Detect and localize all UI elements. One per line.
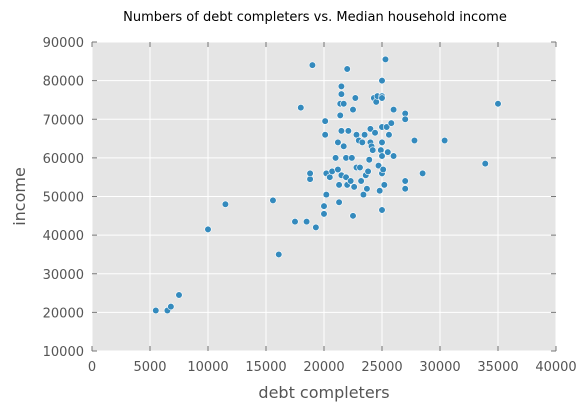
scatter-point — [361, 131, 369, 139]
scatter-point — [320, 210, 328, 218]
scatter-point — [401, 177, 409, 185]
scatter-point — [380, 181, 388, 189]
scatter-point — [365, 156, 373, 164]
scatter-point — [348, 154, 356, 162]
x-tick-label: 25000 — [361, 360, 402, 375]
scatter-point — [152, 306, 160, 315]
scatter-point — [297, 104, 305, 112]
scatter-point — [401, 115, 409, 123]
scatter-point — [337, 90, 346, 98]
y-tick-label: 50000 — [43, 191, 84, 206]
scatter-point — [303, 218, 311, 226]
scatter-point — [332, 154, 340, 162]
scatter-point — [371, 129, 379, 137]
scatter-point — [336, 111, 344, 119]
y-tick-label: 40000 — [43, 229, 84, 244]
y-tick-label: 20000 — [43, 306, 84, 321]
scatter-point — [320, 202, 328, 210]
x-tick-label: 5000 — [133, 360, 166, 375]
x-tick-label: 15000 — [245, 360, 286, 375]
scatter-point — [494, 100, 502, 108]
scatter-point — [378, 94, 386, 102]
scatter-point — [340, 100, 348, 108]
scatter-point — [419, 169, 427, 177]
scatter-point — [343, 65, 351, 73]
scatter-point — [351, 94, 359, 102]
scatter-point — [364, 167, 372, 175]
scatter-point — [335, 181, 343, 189]
scatter-point — [321, 117, 329, 125]
scatter-point — [334, 165, 342, 174]
scatter-point — [387, 119, 395, 127]
scatter-point — [390, 105, 398, 114]
scatter-point — [347, 177, 355, 185]
y-tick-label: 80000 — [43, 75, 84, 90]
scatter-point — [366, 125, 375, 133]
y-tick-label: 60000 — [43, 152, 84, 167]
scatter-point — [379, 165, 387, 174]
scatter-point — [322, 190, 330, 199]
scatter-point — [291, 218, 299, 226]
scatter-point — [357, 177, 365, 185]
scatter-point — [349, 212, 357, 220]
x-tick-label: 10000 — [187, 360, 228, 375]
scatter-point — [221, 200, 229, 208]
chart-title: Numbers of debt completers vs. Median ho… — [123, 10, 507, 25]
scatter-point — [358, 138, 366, 147]
scatter-point — [378, 152, 386, 160]
scatter-point — [337, 82, 346, 91]
x-tick-label: 30000 — [419, 360, 460, 375]
scatter-point — [204, 225, 212, 233]
scatter-point — [312, 223, 320, 231]
scatter-point — [385, 131, 393, 139]
scatter-point — [383, 123, 391, 131]
x-axis-title: debt completers — [258, 383, 389, 402]
x-tick-label: 35000 — [477, 360, 518, 375]
scatter-point — [363, 185, 371, 193]
scatter-point — [390, 152, 398, 160]
scatter-point — [175, 291, 183, 299]
scatter-point — [269, 196, 277, 204]
scatter-point — [350, 183, 358, 191]
scatter-point — [378, 77, 386, 85]
scatter-point — [384, 148, 392, 156]
y-tick-label: 30000 — [43, 268, 84, 283]
scatter-point — [377, 146, 385, 154]
scatter-point — [349, 105, 357, 114]
y-tick-label: 10000 — [43, 345, 84, 360]
axis-ticks: 0 5000 10000 15000 20000 25000 30000 35000 40000… — [43, 36, 577, 375]
scatter-point — [378, 138, 386, 147]
x-tick-label: 20000 — [303, 360, 344, 375]
y-axis-title: income — [10, 167, 29, 226]
x-tick-label: 40000 — [535, 360, 576, 375]
scatter-point — [374, 162, 383, 170]
scatter-point — [369, 146, 377, 154]
scatter-point — [410, 136, 419, 145]
scatter-point — [321, 131, 329, 139]
scatter-point — [340, 142, 348, 150]
scatter-point — [308, 61, 317, 69]
scatter-point — [401, 185, 409, 193]
scatter-point — [167, 302, 175, 311]
scatter-point — [275, 250, 283, 259]
scatter-point — [334, 138, 342, 147]
x-tick-label: 0 — [88, 360, 96, 375]
scatter-point — [356, 163, 364, 172]
scatter-point — [344, 127, 352, 135]
scatter-point — [481, 160, 489, 168]
scatter-point — [381, 55, 390, 63]
scatter-point — [342, 173, 350, 181]
scatter-point — [441, 136, 449, 145]
y-tick-label: 90000 — [43, 36, 84, 51]
scatter-point — [378, 206, 386, 214]
scatter-point — [306, 169, 314, 177]
scatter-point — [372, 98, 380, 106]
scatter-point — [376, 187, 384, 195]
scatter-point — [335, 198, 343, 206]
data-points — [152, 55, 502, 315]
y-tick-label: 70000 — [43, 113, 84, 128]
scatter-point — [359, 190, 368, 199]
scatter-point — [337, 127, 346, 135]
